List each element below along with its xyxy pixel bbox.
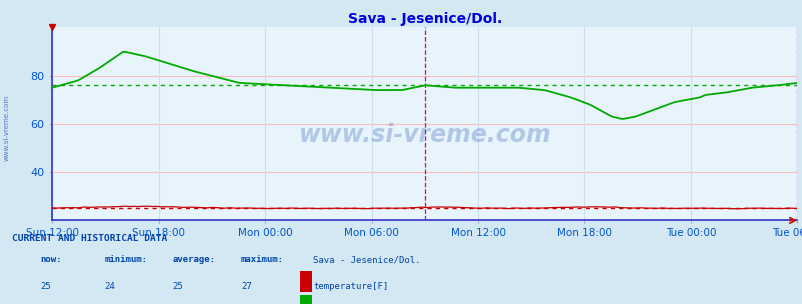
Text: now:: now: — [40, 255, 62, 264]
FancyBboxPatch shape — [300, 271, 311, 292]
Text: temperature[F]: temperature[F] — [313, 282, 388, 291]
Text: 27: 27 — [241, 282, 251, 291]
Text: 24: 24 — [104, 282, 115, 291]
Text: 25: 25 — [40, 282, 51, 291]
Text: 25: 25 — [172, 282, 183, 291]
Title: Sava - Jesenice/Dol.: Sava - Jesenice/Dol. — [347, 12, 501, 26]
Text: maximum:: maximum: — [241, 255, 284, 264]
Text: minimum:: minimum: — [104, 255, 148, 264]
FancyBboxPatch shape — [300, 295, 311, 304]
Text: average:: average: — [172, 255, 216, 264]
Text: www.si-vreme.com: www.si-vreme.com — [298, 123, 550, 147]
Text: www.si-vreme.com: www.si-vreme.com — [3, 95, 10, 161]
Text: CURRENT AND HISTORICAL DATA: CURRENT AND HISTORICAL DATA — [12, 234, 167, 243]
Text: Sava - Jesenice/Dol.: Sava - Jesenice/Dol. — [313, 255, 420, 264]
